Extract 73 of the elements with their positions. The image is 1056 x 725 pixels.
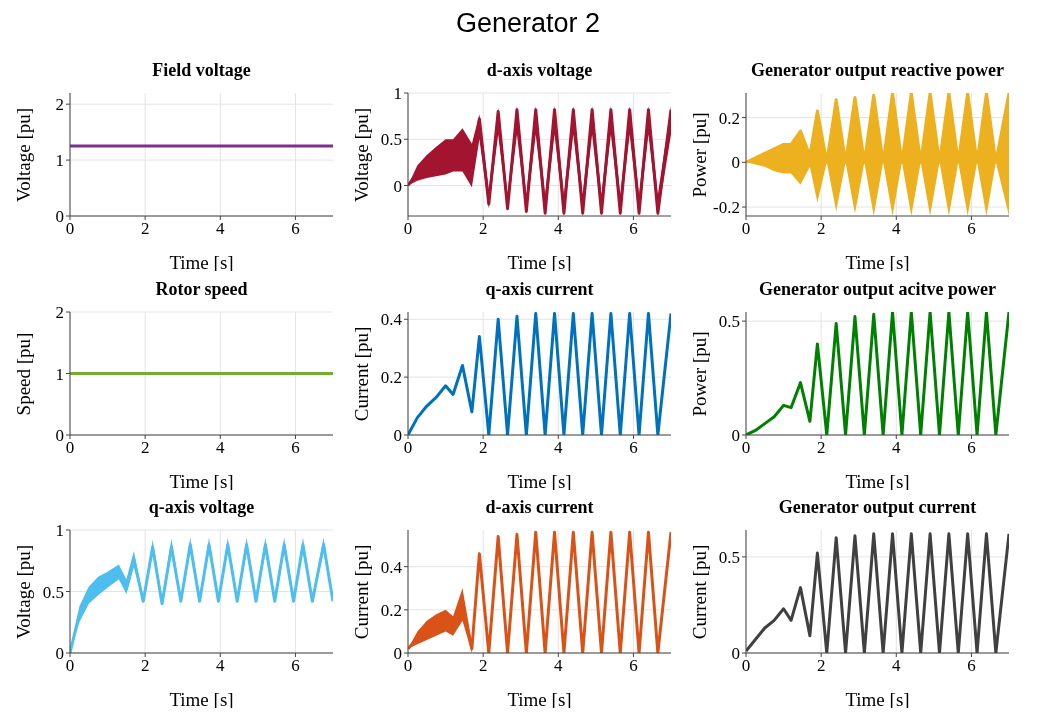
y-axis-title: Voltage [pu] [13, 107, 35, 203]
y-axis-title: Current [pu] [351, 326, 373, 422]
x-tick-label: 6 [967, 656, 976, 676]
x-tick-label: 4 [892, 219, 902, 239]
x-axis-title: Time [s] [169, 252, 234, 273]
chart-title: Rotor speed [154, 279, 249, 300]
y-tick-label: 1 [55, 151, 64, 171]
x-axis-title: Time [s] [845, 252, 910, 273]
y-tick-label: 0.2 [718, 108, 740, 128]
y-axis-title: Current [pu] [351, 544, 373, 640]
y-tick-label: 0.5 [380, 130, 402, 150]
y-axis-title: Power [pu] [689, 112, 711, 198]
x-tick-label: 4 [216, 438, 226, 458]
chart-title: q-axis voltage [147, 497, 256, 518]
x-tick-label: 6 [291, 656, 300, 676]
y-tick-label: 0 [731, 153, 740, 173]
x-axis-title: Time [s] [169, 689, 234, 710]
y-tick-label: 0 [393, 176, 402, 196]
x-axis-title: Time [s] [507, 252, 572, 273]
y-axis-title: Speed [pu] [13, 332, 35, 416]
x-tick-label: 4 [216, 219, 226, 239]
y-axis-title: Current [pu] [689, 544, 711, 640]
x-tick-label: 6 [629, 219, 638, 239]
y-tick-label: 0.4 [380, 557, 403, 577]
chart-title: d-axis voltage [485, 60, 594, 81]
x-tick-label: 2 [140, 219, 150, 239]
y-tick-label: 0.5 [718, 312, 740, 332]
x-tick-label: 4 [892, 656, 902, 676]
y-tick-label: 0.5 [718, 547, 740, 567]
x-tick-label: 2 [478, 219, 488, 239]
x-tick-label: 4 [216, 656, 226, 676]
x-axis-title: Time [s] [845, 471, 910, 492]
x-tick-label: 6 [291, 438, 300, 458]
x-tick-label: 4 [892, 438, 902, 458]
y-tick-label: 0.4 [380, 310, 403, 330]
chart-title: d-axis current [484, 497, 595, 518]
chart-title: Generator output reactive power [750, 60, 1005, 81]
text: Generator 2 [454, 8, 602, 39]
y-tick-label: 2 [55, 303, 64, 323]
chart-title: q-axis current [484, 279, 595, 300]
y-tick-label: -0.2 [713, 198, 740, 218]
chart-title: Field voltage [151, 60, 252, 81]
y-axis-title: Power [pu] [689, 331, 711, 417]
y-tick-label: 2 [55, 95, 64, 115]
x-tick-label: 2 [816, 219, 826, 239]
x-tick-label: 2 [140, 438, 150, 458]
x-tick-label: 6 [629, 438, 638, 458]
x-axis-title: Time [s] [169, 471, 234, 492]
chart-title: Generator output acitve power [757, 279, 998, 300]
x-tick-label: 4 [554, 656, 564, 676]
y-tick-label: 1 [55, 364, 64, 384]
x-axis-title: Time [s] [845, 689, 910, 710]
y-tick-label: 0.2 [380, 600, 402, 620]
chart-title: Generator output current [777, 497, 978, 518]
x-tick-label: 6 [291, 219, 300, 239]
x-tick-label: 2 [816, 438, 826, 458]
y-tick-label: 1 [393, 84, 402, 104]
x-tick-label: 2 [140, 656, 150, 676]
x-tick-label: 2 [816, 656, 826, 676]
x-tick-label: 6 [629, 656, 638, 676]
y-axis-title: Voltage [pu] [13, 544, 35, 640]
x-tick-label: 4 [554, 438, 564, 458]
y-tick-label: 0.2 [380, 368, 402, 388]
x-axis-title: Time [s] [507, 471, 572, 492]
x-tick-label: 6 [967, 219, 976, 239]
x-tick-label: 6 [967, 438, 976, 458]
x-tick-label: 4 [554, 219, 564, 239]
x-axis-title: Time [s] [507, 689, 572, 710]
y-axis-title: Voltage [pu] [351, 107, 373, 203]
y-tick-label: 0.5 [42, 582, 64, 602]
x-tick-label: 2 [478, 438, 488, 458]
y-tick-label: 1 [55, 521, 64, 541]
x-tick-label: 2 [478, 656, 488, 676]
